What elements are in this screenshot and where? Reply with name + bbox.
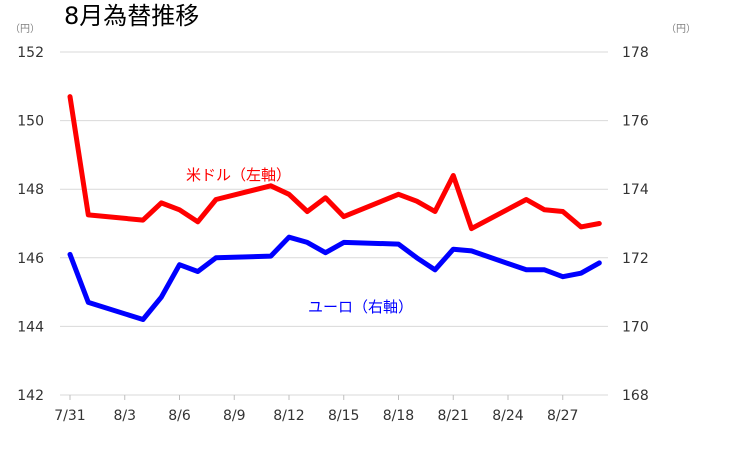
x-axis-tick-label: 7/31 [54, 408, 85, 424]
right-axis-tick-label: 178 [622, 45, 649, 61]
x-axis-tick-label: 8/27 [547, 408, 578, 424]
left-axis-tick-label: 152 [17, 45, 44, 61]
x-axis-ticks: 7/31 8/3 8/6 8/9 8/12 8/15 8/18 8/21 8/24 8/27 [54, 395, 578, 424]
gridlines [60, 51, 608, 396]
left-axis-tick-label: 150 [17, 114, 44, 130]
x-axis-tick-label: 8/24 [492, 408, 524, 424]
x-axis-tick-label: 8/18 [383, 408, 414, 424]
right-axis-tick-label: 172 [622, 251, 649, 267]
left-axis-tick-label: 148 [17, 182, 44, 198]
left-axis-unit: （円） [10, 23, 40, 35]
right-axis-tick-label: 176 [622, 114, 649, 130]
series-lines [67, 94, 602, 322]
usd-series-line [67, 94, 602, 232]
right-axis-tick-label: 170 [622, 319, 649, 335]
eur-series-line [67, 234, 602, 322]
x-axis-tick-label: 8/21 [438, 408, 469, 424]
left-axis-ticks: 142 144 146 148 150 152 [17, 45, 44, 404]
left-axis-tick-label: 142 [17, 388, 44, 404]
right-axis-tick-label: 168 [622, 388, 649, 404]
left-axis-tick-label: 144 [17, 319, 44, 335]
x-axis-tick-label: 8/9 [223, 408, 246, 424]
chart-title: 8月為替推移 [64, 2, 199, 30]
eur-series-label: ユーロ（右軸） [308, 298, 413, 316]
x-axis-tick-label: 8/6 [168, 408, 191, 424]
right-axis-ticks: 168 170 172 174 176 178 [622, 45, 649, 404]
right-axis-tick-label: 174 [622, 182, 649, 198]
usd-series-label: 米ドル（左軸） [186, 166, 291, 184]
x-axis-tick-label: 8/3 [113, 408, 136, 424]
x-axis-tick-label: 8/15 [328, 408, 359, 424]
left-axis-tick-label: 146 [17, 251, 44, 267]
right-axis-unit: （円） [666, 23, 696, 35]
x-axis-tick-label: 8/12 [273, 408, 304, 424]
